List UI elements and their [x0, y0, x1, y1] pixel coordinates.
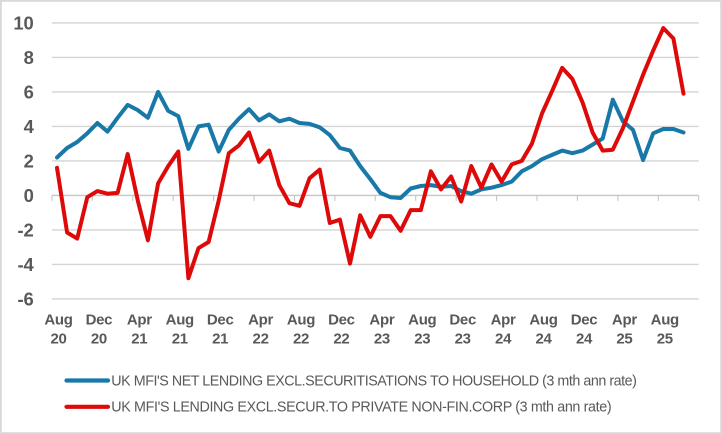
- svg-text:22: 22: [253, 331, 269, 348]
- svg-text:Aug: Aug: [408, 312, 436, 329]
- svg-text:Apr: Apr: [369, 312, 394, 329]
- svg-text:-6: -6: [17, 288, 33, 309]
- svg-text:21: 21: [212, 331, 228, 348]
- svg-text:Dec: Dec: [449, 312, 476, 329]
- svg-text:Aug: Aug: [287, 312, 315, 329]
- svg-text:23: 23: [374, 331, 390, 348]
- svg-text:UK MFI'S LENDING EXCL.SECUR.TO: UK MFI'S LENDING EXCL.SECUR.TO PRIVATE N…: [111, 400, 611, 416]
- svg-text:Apr: Apr: [248, 312, 273, 329]
- svg-text:24: 24: [495, 331, 512, 348]
- svg-text:22: 22: [333, 331, 349, 348]
- svg-text:20: 20: [50, 331, 66, 348]
- svg-text:2: 2: [24, 150, 34, 171]
- svg-text:23: 23: [414, 331, 430, 348]
- svg-text:8: 8: [24, 47, 34, 68]
- svg-text:Apr: Apr: [127, 312, 152, 329]
- svg-text:23: 23: [455, 331, 471, 348]
- svg-text:Apr: Apr: [491, 312, 516, 329]
- svg-text:Apr: Apr: [612, 312, 637, 329]
- svg-text:UK MFI'S NET LENDING EXCL.SECU: UK MFI'S NET LENDING EXCL.SECURITISATION…: [111, 373, 636, 389]
- svg-text:24: 24: [535, 331, 552, 348]
- svg-text:-2: -2: [17, 219, 33, 240]
- svg-text:4: 4: [24, 116, 35, 137]
- svg-text:Aug: Aug: [44, 312, 72, 329]
- svg-text:Dec: Dec: [86, 312, 113, 329]
- svg-text:-4: -4: [17, 254, 34, 275]
- svg-text:Dec: Dec: [571, 312, 598, 329]
- svg-text:6: 6: [24, 81, 34, 102]
- svg-text:10: 10: [13, 12, 33, 33]
- svg-text:Aug: Aug: [166, 312, 194, 329]
- svg-text:0: 0: [24, 185, 34, 206]
- svg-text:21: 21: [172, 331, 188, 348]
- svg-text:21: 21: [131, 331, 147, 348]
- svg-text:25: 25: [616, 331, 632, 348]
- svg-text:25: 25: [657, 331, 673, 348]
- svg-text:20: 20: [91, 331, 107, 348]
- svg-text:Aug: Aug: [651, 312, 679, 329]
- svg-text:22: 22: [293, 331, 309, 348]
- svg-text:Aug: Aug: [529, 312, 557, 329]
- svg-text:24: 24: [576, 331, 593, 348]
- svg-text:Dec: Dec: [328, 312, 355, 329]
- svg-text:Dec: Dec: [207, 312, 234, 329]
